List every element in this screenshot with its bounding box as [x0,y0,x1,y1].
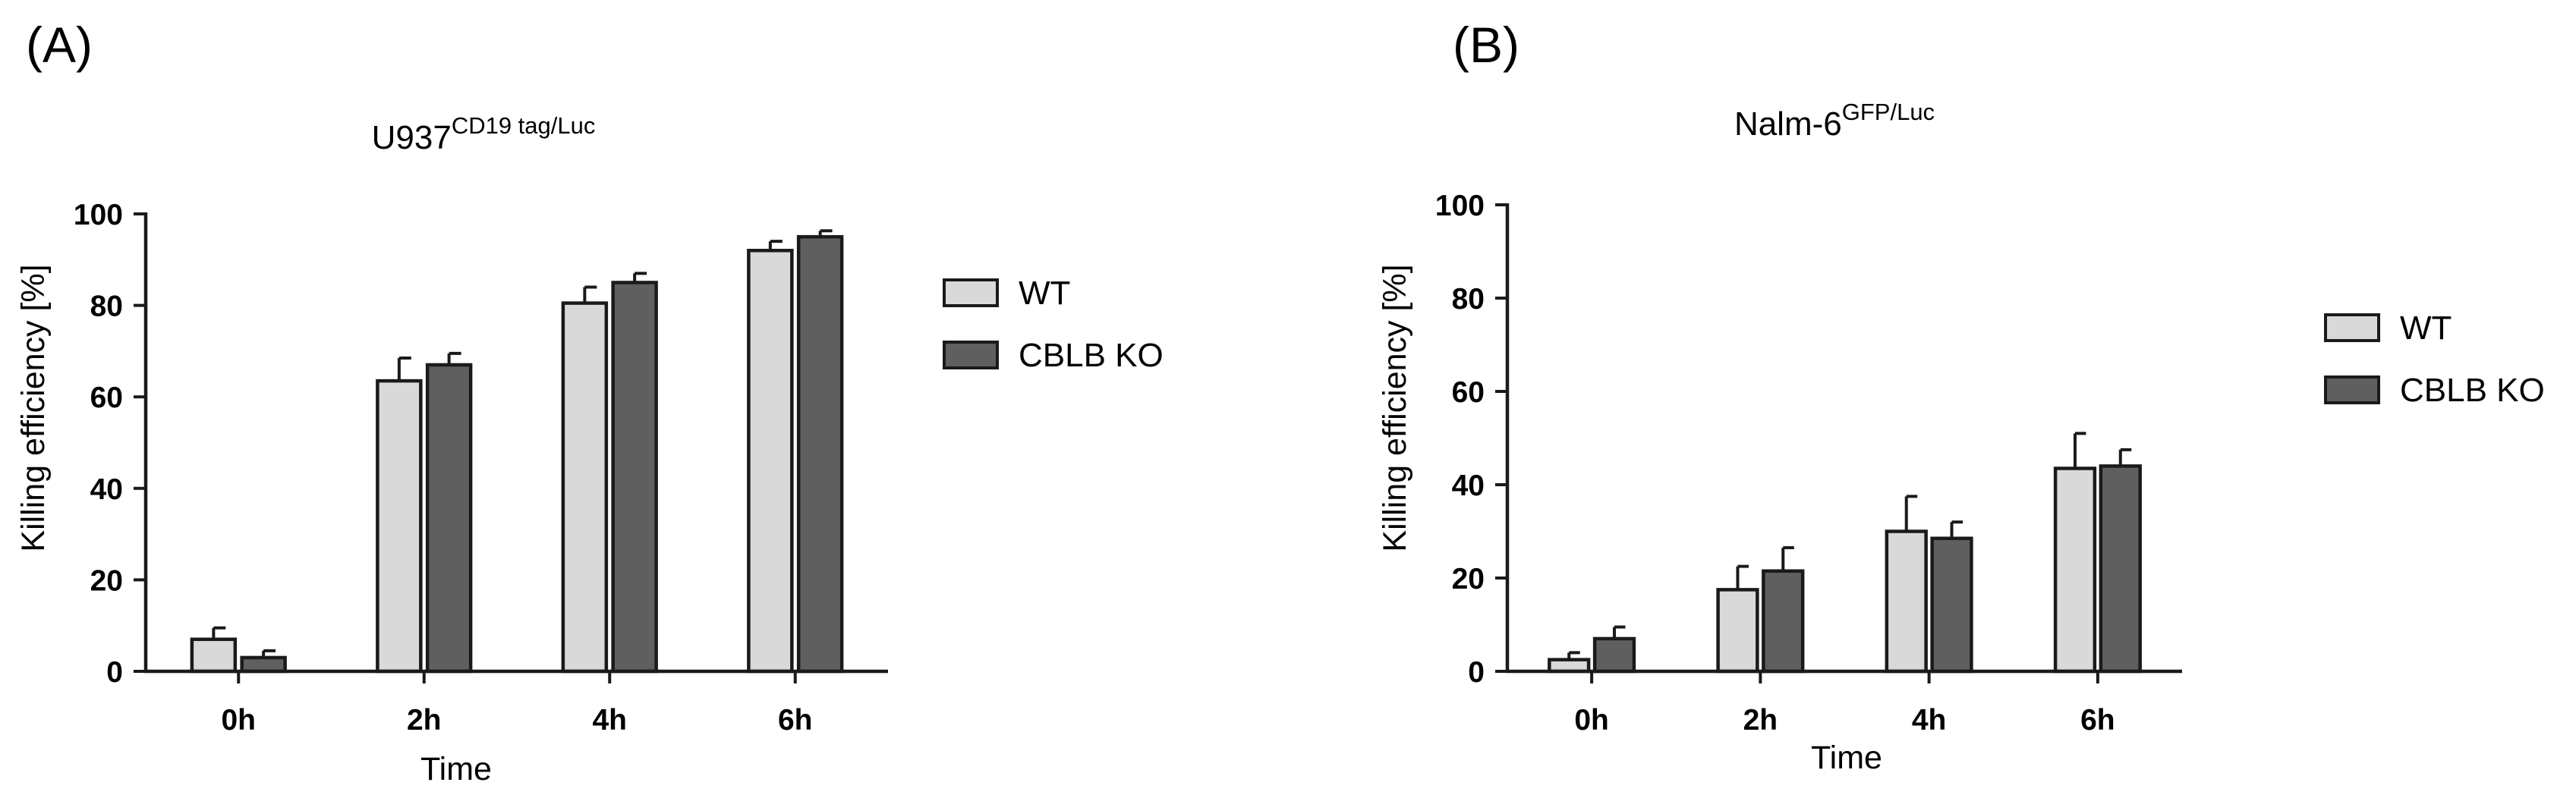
legend-swatch [943,341,999,369]
bar-cblb-ko-2h [1762,569,1805,674]
bar-cblb-ko-6h [796,234,844,674]
bar-cblb-ko-2h [425,363,473,674]
x-axis-title: Time [420,751,492,787]
y-tick-label: 20 [1452,563,1485,595]
y-tick-label: 20 [90,564,123,597]
legend-label: WT [2400,309,2452,347]
y-tick-label: 80 [1452,283,1485,316]
x-tick-label: 2h [1743,704,1778,737]
y-tick-label: 60 [1452,376,1485,409]
y-tick-label: 100 [1435,190,1485,222]
chart-title-main: Nalm-6 [1734,105,1842,143]
legend: WT CBLB KO [2324,309,2545,409]
bar-wt-6h [747,248,794,674]
x-tick-label: 4h [592,704,627,737]
chart-title-superscript: GFP/Luc [1842,99,1935,125]
y-tick-label: 80 [90,291,123,323]
x-tick-label: 4h [1912,704,1947,737]
chart-title-superscript: CD19 tag/Luc [452,112,596,139]
x-tick-label: 6h [2080,704,2115,737]
bar-cblb-ko-0h [1592,636,1636,674]
y-axis-title: Killing efficiency [%] [15,264,52,551]
x-tick-label: 0h [1574,704,1609,737]
legend-label: CBLB KO [2400,372,2545,409]
x-axis-title: Time [1811,740,1882,776]
legend-swatch [943,278,999,307]
x-tick-label: 2h [407,704,442,737]
bar-cblb-ko-4h [1930,536,1973,674]
x-tick-label: 0h [221,704,256,737]
y-tick-label: 40 [90,473,123,506]
bar-wt-4h [561,301,609,674]
y-tick-label: 0 [1468,656,1485,689]
y-tick-label: 60 [90,382,123,414]
bar-wt-0h [1548,658,1591,674]
y-axis-title: Killing efficiency [%] [1377,264,1413,551]
bar-wt-4h [1885,529,1928,674]
bar-cblb-ko-6h [2099,464,2142,674]
legend-swatch [2324,313,2380,342]
bar-cblb-ko-0h [240,655,287,674]
bar-wt-2h [1716,588,1759,674]
plot-area: 0h 2h 4h 6h 0 20 40 60 80 100 [1435,190,2182,737]
bar-wt-6h [2053,467,2097,674]
legend: WT CBLB KO [943,275,1164,374]
panel-label: (A) [26,17,93,73]
y-tick-label: 40 [1452,470,1485,502]
bar-wt-0h [190,637,238,674]
chart-title: U937CD19 tag/Luc [372,112,596,156]
panel-label: (B) [1453,17,1519,73]
chart-title-main: U937 [372,119,452,156]
panel-a: (A) U937CD19 tag/Luc Killing efficiency … [15,17,1164,787]
y-tick-label: 0 [106,656,123,689]
bar-cblb-ko-4h [611,281,658,674]
chart-title: Nalm-6GFP/Luc [1734,99,1935,143]
plot-area: 0h 2h 4h 6h 0 20 40 60 80 100 [74,199,888,737]
legend-swatch [2324,375,2380,404]
y-tick-label: 100 [74,199,123,231]
bar-wt-2h [376,379,423,674]
panel-b: (B) Nalm-6GFP/Luc Killing efficiency [%]… [1377,17,2545,776]
legend-label: CBLB KO [1019,337,1164,374]
legend-label: WT [1019,275,1070,312]
bars [1548,432,2142,674]
x-tick-label: 6h [778,704,813,737]
bars [190,229,844,674]
